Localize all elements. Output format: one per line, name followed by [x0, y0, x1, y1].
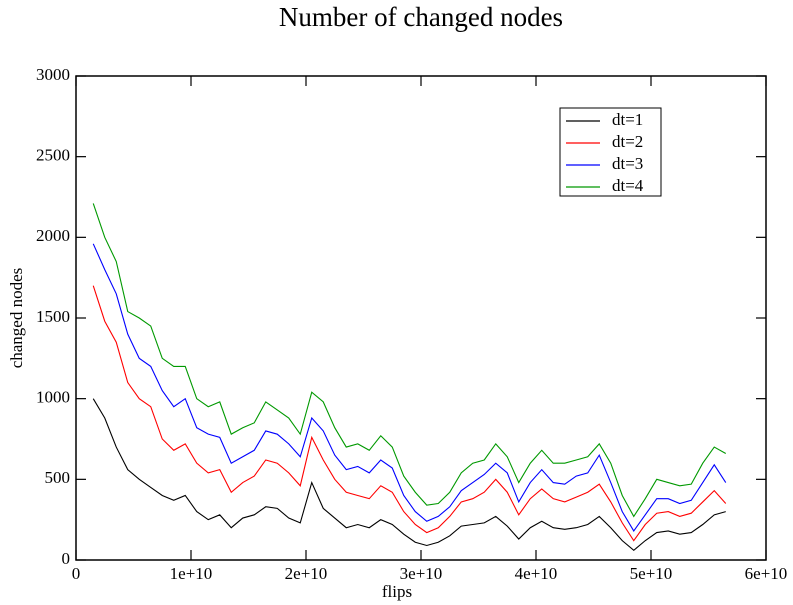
legend-label: dt=3: [612, 154, 643, 173]
y-tick-label: 3000: [36, 65, 70, 84]
x-tick-label: 5e+10: [630, 564, 673, 583]
plot-frame: [75, 75, 767, 561]
x-tick-label: 1e+10: [170, 564, 213, 583]
y-tick-label: 2500: [36, 146, 70, 165]
y-tick-label: 0: [62, 549, 71, 568]
series-line: [92, 398, 726, 552]
y-axis-label: changed nodes: [7, 268, 26, 369]
legend-label: dt=2: [612, 132, 643, 151]
series-line: [92, 203, 727, 518]
legend-box: [559, 107, 662, 197]
series-line: [92, 285, 727, 542]
legend-label: dt=4: [612, 176, 644, 195]
x-tick-label: 0: [72, 564, 81, 583]
y-tick-label: 500: [45, 468, 71, 487]
x-tick-label: 4e+10: [515, 564, 558, 583]
y-tick-label: 2000: [36, 226, 70, 245]
x-tick-label: 6e+10: [745, 564, 788, 583]
y-tick-label: 1000: [36, 388, 70, 407]
chart-title: Number of changed nodes: [279, 2, 563, 32]
x-tick-label: 3e+10: [400, 564, 443, 583]
y-tick-label: 1500: [36, 307, 70, 326]
x-tick-label: 2e+10: [285, 564, 328, 583]
legend-label: dt=1: [612, 110, 643, 129]
x-axis-label: flips: [382, 582, 412, 601]
series-line: [92, 243, 727, 532]
